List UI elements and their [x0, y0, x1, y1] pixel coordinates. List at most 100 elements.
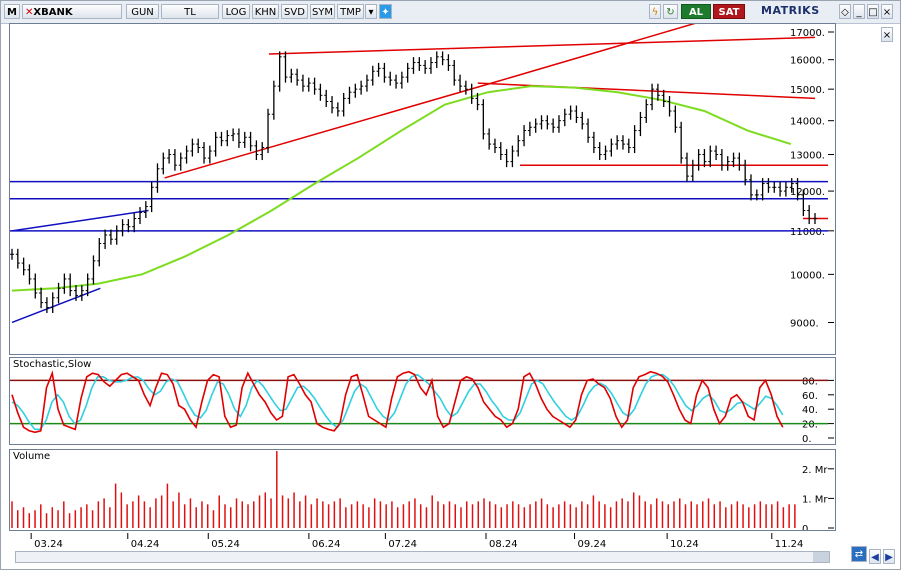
price-bar: [330, 96, 335, 114]
price-bar: [138, 207, 143, 225]
sell-button[interactable]: SAT: [713, 4, 745, 19]
price-bar: [260, 142, 265, 161]
price-bar: [632, 125, 637, 154]
scroll-right-icon[interactable]: ▶: [883, 549, 895, 564]
x-tick-label: 03.24: [34, 539, 63, 550]
stochastic-panel: 80. 60. 40. 20. 0. Stochastic,Slow: [9, 357, 836, 445]
price-bar: [568, 105, 573, 120]
price-bar: [184, 145, 189, 164]
price-bar: [306, 77, 311, 92]
price-bar: [33, 273, 38, 299]
y-tick-label: 2. Mr: [802, 465, 828, 476]
price-bar: [760, 178, 765, 201]
price-bar: [783, 181, 788, 197]
lightning-icon[interactable]: ϟ: [649, 4, 661, 19]
y-tick-label: 1. Mr: [802, 494, 828, 505]
currency-button[interactable]: TL: [161, 4, 219, 19]
refresh-icon[interactable]: ↻: [663, 4, 678, 19]
price-chart: 17000. 16000. 15000. 14000. 13000. 12000. 1100…: [10, 18, 834, 329]
x-tick-label: 08.24: [489, 539, 518, 550]
price-bar: [562, 108, 567, 127]
panel-close-icon[interactable]: ×: [881, 27, 893, 42]
sym-button[interactable]: SYM: [310, 4, 335, 19]
price-bar: [492, 138, 497, 154]
price-bar: [289, 68, 294, 83]
price-bar: [463, 80, 468, 95]
y-tick-label: 60.: [802, 391, 818, 402]
price-bar: [766, 178, 771, 193]
price-bar: [364, 74, 369, 92]
price-bar: [743, 159, 748, 186]
price-bar: [679, 121, 684, 164]
twitter-icon[interactable]: ✦: [379, 4, 392, 19]
price-bar: [190, 138, 195, 157]
price-bar: [620, 135, 625, 150]
price-bar: [202, 142, 207, 164]
y-tick-label: 0.: [802, 524, 812, 530]
price-bar: [586, 118, 591, 143]
buy-button[interactable]: AL: [681, 4, 711, 19]
price-bar: [207, 145, 212, 164]
price-bar: [312, 77, 317, 95]
period-button[interactable]: GUN: [126, 4, 159, 19]
minimize-icon[interactable]: _: [853, 4, 865, 19]
price-bar: [335, 102, 340, 117]
price-bar: [114, 225, 119, 245]
horizontal-scrollbar[interactable]: [15, 551, 830, 563]
price-bar: [388, 71, 393, 86]
chevron-down-icon[interactable]: ▾: [365, 4, 377, 19]
price-bar: [167, 149, 172, 164]
price-bar: [120, 219, 125, 237]
log-button[interactable]: LOG: [222, 4, 250, 19]
scrollbar-thumb[interactable]: [813, 552, 829, 562]
price-bar: [266, 108, 271, 154]
price-bar: [242, 131, 247, 148]
price-bar: [504, 149, 509, 168]
stochastic-label: Stochastic,Slow: [13, 359, 92, 370]
price-bar: [248, 131, 253, 152]
close-icon[interactable]: ×: [881, 4, 893, 19]
price-bar: [452, 59, 457, 86]
scroll-left-icon[interactable]: ◀: [869, 549, 881, 564]
price-bar: [778, 181, 783, 197]
close-symbol-icon[interactable]: ✕: [25, 7, 34, 18]
price-bar: [498, 142, 503, 161]
x-tick-label: 05.24: [211, 539, 240, 550]
stochastic-chart: 80. 60. 40. 20. 0.: [10, 370, 834, 445]
price-bar: [91, 255, 96, 285]
price-bar: [650, 83, 655, 111]
x-tick-label: 04.24: [131, 539, 160, 550]
x-tick-label: 09.24: [578, 539, 607, 550]
price-bar: [411, 57, 416, 74]
price-bar: [597, 142, 602, 161]
khn-button[interactable]: KHN: [252, 4, 279, 19]
price-bar: [702, 149, 707, 168]
svd-button[interactable]: SVD: [281, 4, 308, 19]
price-bar: [399, 71, 404, 89]
y-tick-label: 10000.: [790, 270, 825, 281]
y-tick-label: 13000.: [790, 151, 825, 162]
sync-icon[interactable]: ⇄: [851, 546, 867, 562]
price-bar: [714, 145, 719, 161]
price-bar: [673, 105, 678, 133]
price-bar: [39, 287, 44, 309]
brand-logo: MATRIKS: [761, 4, 820, 17]
price-bar: [801, 189, 806, 217]
volume-label: Volume: [13, 451, 51, 462]
price-bar: [795, 178, 800, 201]
tmp-button[interactable]: TMP: [337, 4, 364, 19]
price-bar: [789, 178, 794, 193]
price-bar: [644, 99, 649, 123]
price-bar: [44, 297, 49, 314]
y-tick-label: 15000.: [790, 85, 825, 96]
price-bar: [603, 145, 608, 161]
symbol-input[interactable]: ✕XBANK: [22, 4, 122, 19]
price-bar: [172, 149, 177, 171]
settings-icon[interactable]: ◇: [839, 4, 851, 19]
app-menu-button[interactable]: M: [4, 4, 20, 19]
price-bar: [772, 181, 777, 193]
price-bar: [475, 92, 480, 111]
price-bar: [56, 282, 61, 304]
maximize-icon[interactable]: □: [867, 4, 879, 19]
price-bar: [545, 115, 550, 130]
